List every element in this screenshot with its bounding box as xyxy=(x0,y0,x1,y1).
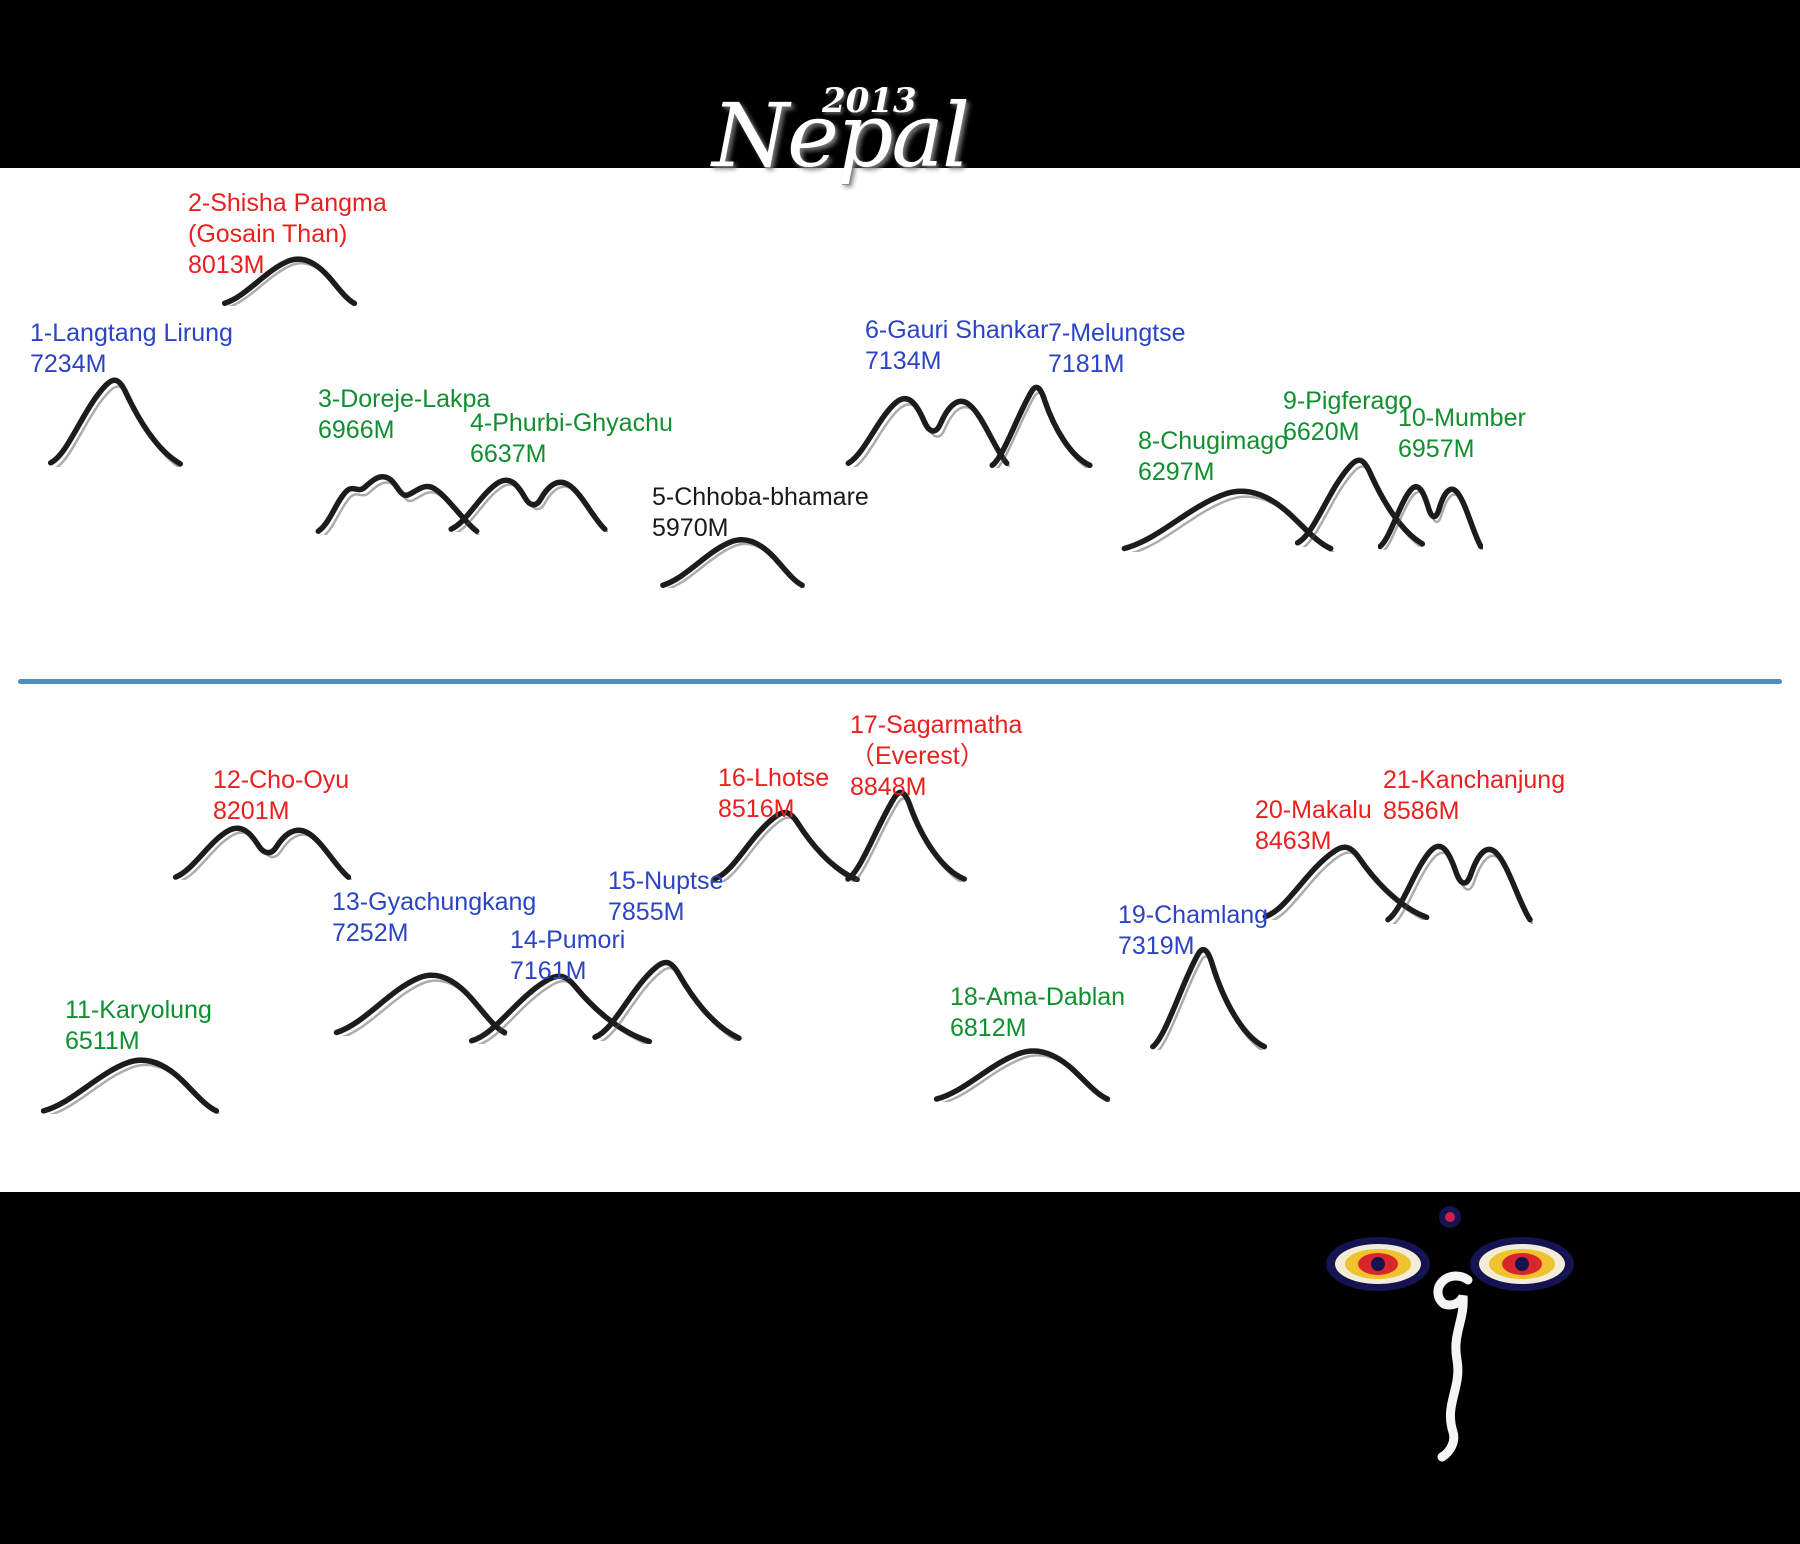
peak-label: 3-Doreje-Lakpa 6966M xyxy=(318,384,490,446)
right-eye xyxy=(1470,1237,1574,1291)
peak-elevation: 8013M xyxy=(188,251,265,279)
mountain-sketch xyxy=(315,440,480,535)
mountain-sketch xyxy=(1262,832,1430,920)
peak-label: 13-Gyachungkang 7252M xyxy=(332,887,536,949)
peak-elevation: 7161M xyxy=(510,957,587,985)
peak-elevation: 6637M xyxy=(470,440,547,468)
peak-name: 3-Doreje-Lakpa xyxy=(318,385,491,413)
peak-name: 17-Sagarmatha xyxy=(850,711,1023,739)
peak-elevation: 7252M xyxy=(332,919,409,947)
peak-name: 9-Pigferago xyxy=(1283,387,1413,415)
peak-label: 4-Phurbi-Ghyachu 6637M xyxy=(470,408,673,470)
peak-name: 7-Melungtse xyxy=(1048,319,1186,347)
peak-name: 6-Gauri Shankar xyxy=(865,316,1049,344)
mountain-sketch xyxy=(988,378,1093,468)
left-eye xyxy=(1326,1237,1430,1291)
peak-subtitle: （Everest） xyxy=(850,742,985,770)
peak-elevation: 8201M xyxy=(213,797,290,825)
mountain-sketch xyxy=(40,1036,220,1114)
peak-name: 2-Shisha Pangma xyxy=(188,189,387,217)
peak-elevation: 5970M xyxy=(652,514,729,542)
mountain-sketch xyxy=(933,1028,1111,1102)
mountain-sketch xyxy=(845,372,1010,467)
peak-elevation: 6620M xyxy=(1283,418,1360,446)
peak-label: 10-Mumber 6957M xyxy=(1398,403,1526,465)
peak-label: 5-Chhoba-bhamare 5970M xyxy=(652,482,869,544)
peak-elevation: 7319M xyxy=(1118,932,1195,960)
peak-name: 21-Kanchanjung xyxy=(1383,766,1566,794)
peak-elevation: 6957M xyxy=(1398,435,1475,463)
peak-elevation: 7134M xyxy=(865,347,942,375)
title-nepal: Nepal xyxy=(712,84,970,187)
mountain-sketch xyxy=(843,782,968,882)
peak-label: 7-Melungtse 7181M xyxy=(1048,318,1186,380)
mountain-sketch xyxy=(333,948,508,1036)
peak-elevation: 8463M xyxy=(1255,827,1332,855)
peak-name: 4-Phurbi-Ghyachu xyxy=(470,409,673,437)
peak-label: 2-Shisha Pangma (Gosain Than) 8013M xyxy=(188,188,387,281)
peak-label: 20-Makalu 8463M xyxy=(1255,795,1372,857)
peak-elevation: 8848M xyxy=(850,773,927,801)
peak-subtitle: (Gosain Than) xyxy=(188,220,348,248)
peak-name: 1-Langtang Lirung xyxy=(30,319,233,347)
peak-name: 5-Chhoba-bhamare xyxy=(652,483,869,511)
peak-elevation: 7234M xyxy=(30,350,107,378)
title-year: 2013 xyxy=(822,81,917,121)
peak-label: 12-Cho-Oyu 8201M xyxy=(213,765,349,827)
peak-name: 11-Karyolung xyxy=(65,996,212,1024)
peak-name: 19-Chamlang xyxy=(1118,901,1269,929)
peak-label: 11-Karyolung 6511M xyxy=(65,995,212,1057)
mountain-sketch xyxy=(448,460,608,532)
mountain-sketch xyxy=(660,518,805,588)
peak-elevation: 6511M xyxy=(65,1027,140,1055)
mountain-sketch xyxy=(1378,462,1483,550)
peak-label: 15-Nuptse 7855M xyxy=(608,866,723,928)
peak-name: 13-Gyachungkang xyxy=(332,888,537,916)
peak-elevation: 8516M xyxy=(718,795,795,823)
peak-name: 10-Mumber xyxy=(1398,404,1526,432)
peak-elevation: 6297M xyxy=(1138,458,1215,486)
peak-label: 6-Gauri Shankar 7134M xyxy=(865,315,1048,377)
peak-label: 16-Lhotse 8516M xyxy=(718,763,829,825)
header-bar xyxy=(0,0,1800,168)
peak-name: 18-Ama-Dablan xyxy=(950,983,1126,1011)
peak-elevation: 7181M xyxy=(1048,350,1125,378)
peak-elevation: 6812M xyxy=(950,1014,1027,1042)
peak-label: 17-Sagarmatha （Everest） 8848M xyxy=(850,710,1022,803)
peak-name: 14-Pumori xyxy=(510,926,626,954)
mountain-sketch xyxy=(172,808,352,880)
buddha-eyes-icon xyxy=(1326,1206,1574,1462)
mountain-sketch xyxy=(1385,816,1533,924)
peak-name: 12-Cho-Oyu xyxy=(213,766,350,794)
peak-elevation: 8586M xyxy=(1383,797,1460,825)
mountain-sketch xyxy=(592,946,742,1041)
section-divider-line xyxy=(18,679,1782,684)
peak-label: 9-Pigferago 6620M xyxy=(1283,386,1412,448)
peak-label: 8-Chugimago 6297M xyxy=(1138,426,1288,488)
peak-name: 15-Nuptse xyxy=(608,867,724,895)
peak-name: 20-Makalu xyxy=(1255,796,1372,824)
peak-label: 21-Kanchanjung 8586M xyxy=(1383,765,1565,827)
peak-label: 1-Langtang Lirung 7234M xyxy=(30,318,233,380)
mountain-sketch xyxy=(712,798,860,882)
peak-label: 14-Pumori 7161M xyxy=(510,925,625,987)
peak-name: 8-Chugimago xyxy=(1138,427,1289,455)
mountain-sketch xyxy=(48,362,183,467)
mountain-sketch xyxy=(1148,938,1268,1050)
mountain-sketch xyxy=(222,238,357,306)
peak-label: 18-Ama-Dablan 6812M xyxy=(950,982,1125,1044)
peak-elevation: 7855M xyxy=(608,898,685,926)
peak-elevation: 6966M xyxy=(318,416,395,444)
nose-curl xyxy=(1433,1271,1473,1462)
peak-label: 19-Chamlang 7319M xyxy=(1118,900,1268,962)
peak-name: 16-Lhotse xyxy=(718,764,830,792)
